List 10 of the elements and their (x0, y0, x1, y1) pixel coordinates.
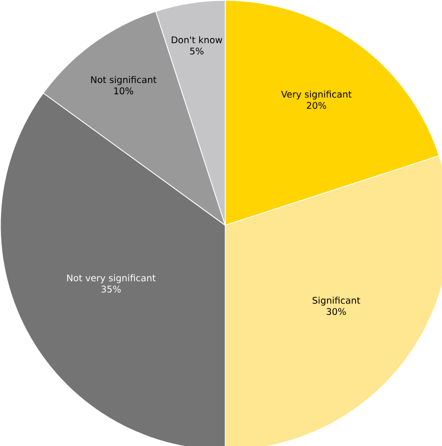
data-label: 10% (114, 87, 134, 94)
data-label: 20% (306, 102, 326, 109)
slice-label: Significant (312, 296, 360, 306)
data-label: 30% (326, 308, 346, 315)
slice-label: Don't know (172, 36, 222, 44)
data-label: 5% (190, 48, 204, 55)
slice-label: Not significant (91, 76, 156, 85)
slice-label: Very significant (281, 90, 352, 100)
data-label: 35% (102, 286, 121, 293)
slice-label: Not very significant (67, 274, 156, 284)
